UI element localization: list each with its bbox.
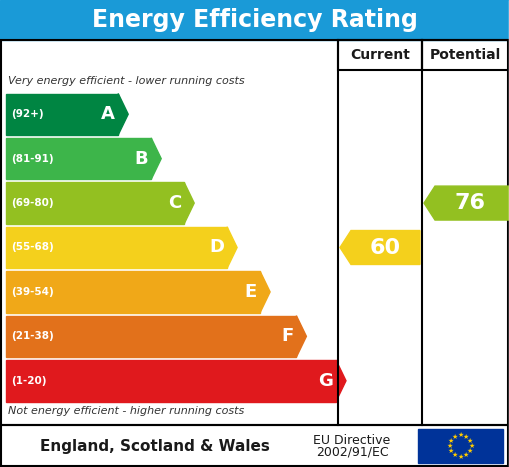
Bar [6,227,227,268]
Polygon shape [118,93,128,135]
Text: (69-80): (69-80) [11,198,53,208]
Bar [418,429,503,463]
Text: (39-54): (39-54) [11,287,54,297]
Text: ★: ★ [448,438,454,444]
Text: D: D [209,239,224,256]
Text: B: B [134,149,148,168]
Bar [6,360,336,402]
Text: (92+): (92+) [11,109,44,119]
Text: A: A [101,105,115,123]
Text: ★: ★ [452,433,458,439]
Bar [1,425,508,466]
Text: 2002/91/EC: 2002/91/EC [316,446,388,459]
Text: ★: ★ [458,454,464,460]
Polygon shape [340,231,420,264]
Text: (21-38): (21-38) [11,332,54,341]
Bar [6,93,118,135]
Text: ★: ★ [467,448,473,454]
Text: ★: ★ [463,433,469,439]
Text: Current: Current [350,48,410,62]
Text: Not energy efficient - higher running costs: Not energy efficient - higher running co… [8,406,244,416]
Text: (1-20): (1-20) [11,376,46,386]
Bar [6,182,184,224]
Bar [6,316,296,357]
Text: 60: 60 [370,238,401,257]
Text: ★: ★ [467,438,473,444]
Bar [6,271,260,312]
Polygon shape [336,360,346,402]
Polygon shape [424,186,509,220]
Text: England, Scotland & Wales: England, Scotland & Wales [40,439,270,453]
Text: 76: 76 [455,193,486,213]
Polygon shape [151,138,161,179]
Bar [422,40,509,70]
Text: Very energy efficient - lower running costs: Very energy efficient - lower running co… [8,76,245,86]
Bar [0,425,509,467]
Polygon shape [184,182,194,224]
Text: C: C [168,194,181,212]
Polygon shape [260,271,270,312]
Bar [338,40,422,70]
Text: E: E [245,283,257,301]
Text: Energy Efficiency Rating: Energy Efficiency Rating [92,8,417,32]
Text: EU Directive: EU Directive [314,433,390,446]
Polygon shape [227,227,237,268]
Text: (81-91): (81-91) [11,154,53,163]
Bar [0,0,509,40]
Bar [6,138,151,179]
Text: ★: ★ [448,448,454,454]
Polygon shape [296,316,306,357]
Text: ★: ★ [463,453,469,459]
Text: (55-68): (55-68) [11,242,54,253]
Text: ★: ★ [452,453,458,459]
Bar [1,40,508,425]
Text: ★: ★ [446,443,453,449]
Text: Potential: Potential [430,48,501,62]
Text: G: G [318,372,333,390]
Text: F: F [281,327,293,346]
Text: ★: ★ [458,432,464,438]
Text: ★: ★ [468,443,474,449]
